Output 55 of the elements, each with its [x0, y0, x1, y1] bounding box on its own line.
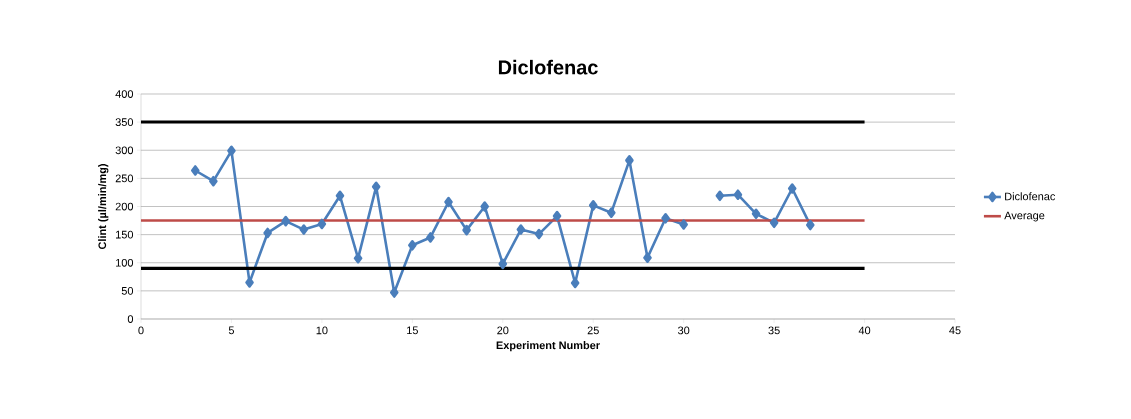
- point: [769, 217, 779, 229]
- point: [263, 227, 272, 239]
- y-tick-label: 50: [121, 287, 134, 295]
- point: [607, 207, 616, 218]
- point: [426, 232, 435, 243]
- x-tick-label: 40: [858, 326, 871, 335]
- y-tick-label: 150: [116, 230, 134, 239]
- point: [462, 224, 471, 236]
- point: [516, 224, 526, 235]
- point: [299, 224, 309, 235]
- point: [805, 219, 815, 231]
- point: [281, 215, 291, 227]
- x-tick-label: 10: [316, 326, 328, 335]
- point: [408, 240, 417, 251]
- x-tick-label: 35: [768, 326, 780, 335]
- point: [389, 287, 399, 298]
- y-axis-title: Clint (µl/min/mg): [98, 164, 109, 250]
- y-tick-label: 250: [115, 174, 134, 183]
- y-tick-label: 200: [115, 202, 134, 211]
- point: [227, 145, 236, 157]
- point: [787, 183, 797, 194]
- point: [715, 190, 725, 202]
- point: [733, 189, 743, 200]
- y-tick-label: 300: [115, 146, 134, 155]
- point: [245, 277, 254, 288]
- x-tick-label: 20: [497, 326, 509, 335]
- point: [534, 228, 544, 240]
- point: [444, 196, 453, 208]
- chart-title: Diclofenac: [498, 59, 598, 75]
- x-axis-title: Experiment Number: [496, 341, 600, 352]
- point: [480, 201, 489, 212]
- point: [625, 155, 634, 166]
- point: [679, 219, 688, 230]
- y-tick-label: 350: [115, 118, 134, 126]
- x-tick-label: 30: [678, 326, 690, 335]
- point: [552, 210, 562, 222]
- point: [661, 213, 670, 224]
- point: [643, 252, 652, 263]
- point: [588, 200, 598, 211]
- point: [190, 165, 200, 176]
- point: [751, 208, 761, 220]
- x-tick-label: 15: [407, 326, 418, 335]
- x-tick-label: 0: [138, 326, 144, 335]
- point: [317, 218, 327, 230]
- y-tick-label: 400: [115, 90, 134, 98]
- point: [209, 175, 218, 187]
- point: [335, 190, 345, 202]
- x-tick-label: 5: [228, 326, 235, 335]
- x-tick-label: 45: [949, 326, 961, 335]
- point: [498, 258, 508, 270]
- y-tick-label: 100: [116, 258, 134, 267]
- legend-label: Average: [1004, 211, 1045, 222]
- y-tick-label: 0: [127, 315, 134, 323]
- legend-label: Diclofenac: [1005, 192, 1056, 201]
- x-tick-label: 25: [587, 326, 599, 335]
